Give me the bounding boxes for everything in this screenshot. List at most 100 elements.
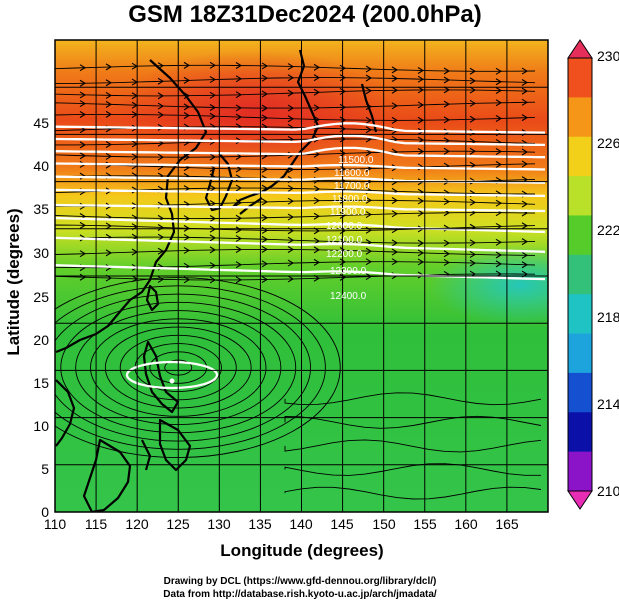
streamline-arrow: [105, 79, 113, 87]
streamline-arrow: [313, 74, 321, 82]
streamline-arrow: [521, 67, 529, 75]
streamline-arrow: [313, 237, 321, 245]
credit-data: Data from http://database.rish.kyoto-u.a…: [163, 589, 437, 600]
anticyclone-center: [169, 378, 175, 384]
streamline-arrow: [287, 89, 295, 97]
streamline-arrow: [105, 222, 113, 230]
streamline-arrow: [365, 211, 373, 219]
streamline-arrow: [261, 104, 269, 112]
streamline-arrow: [417, 239, 425, 247]
streamline-arrow: [235, 199, 243, 207]
streamline-arrow: [391, 248, 399, 256]
streamline-arrow: [365, 87, 373, 95]
streamline-arrow: [469, 86, 477, 94]
streamline-arrow: [521, 114, 529, 122]
y-axis-label: Latitude (degrees): [4, 208, 23, 355]
streamline-arrow: [495, 251, 503, 259]
streamline-arrow: [105, 110, 113, 118]
streamline-arrow: [157, 233, 165, 241]
streamline-arrow: [339, 273, 347, 281]
streamline-arrow: [287, 275, 295, 283]
streamline-arrow: [339, 74, 347, 82]
streamline-arrow: [261, 235, 269, 243]
plot-area: [55, 40, 548, 512]
streamline-arrow: [235, 246, 243, 253]
colorbar-bottom-arrow: [567, 490, 593, 510]
streamline-arrow: [157, 275, 165, 283]
streamline-arrow: [443, 86, 451, 94]
contour-label: 11700.0: [334, 181, 370, 192]
streamline-arrow: [443, 198, 451, 206]
streamline-arrow: [495, 115, 503, 122]
streamline-arrow: [287, 197, 295, 205]
streamline-arrow: [209, 153, 217, 161]
streamline-arrow: [521, 79, 529, 86]
streamline-arrow: [79, 250, 87, 258]
streamline-arrow: [183, 76, 191, 84]
streamline-arrow: [495, 148, 503, 155]
streamline: [55, 64, 536, 72]
streamline-arrow: [521, 200, 529, 208]
contour-label: 12200.0: [326, 249, 363, 260]
streamline-arrow: [339, 103, 347, 111]
streamline-arrow: [391, 66, 399, 74]
streamline-arrow: [313, 165, 321, 173]
streamline-arrow: [261, 198, 269, 206]
streamline-arrow: [183, 103, 191, 111]
colorbar-segment: [568, 58, 592, 98]
streamline-arrow: [391, 197, 399, 204]
streamline-arrow: [391, 258, 399, 266]
streamline-arrow: [469, 250, 477, 258]
streamline-arrow: [365, 226, 373, 234]
streamline-arrow: [209, 112, 217, 120]
streamline-arrow: [235, 261, 243, 269]
colorbar-segment: [568, 294, 592, 335]
streamline-arrow: [391, 102, 399, 110]
streamline-arrow: [339, 258, 347, 266]
colorbar-segment: [568, 97, 592, 138]
streamline-arrow: [521, 160, 529, 168]
streamline-arrow: [521, 251, 529, 259]
streamline-arrow: [391, 210, 399, 218]
contour-label: 11800.0: [332, 194, 368, 205]
streamline-arrow: [105, 141, 113, 148]
streamline-arrow: [443, 116, 451, 124]
streamline: [55, 101, 536, 109]
coastline-indochina: [55, 379, 76, 447]
cool-patch: [430, 245, 548, 325]
streamline: [55, 236, 536, 244]
streamline-arrow: [235, 226, 243, 234]
contour-label: 12000.0: [326, 221, 363, 232]
x-tick-label: 160: [454, 516, 478, 532]
colorbar-segment: [568, 136, 592, 177]
streamline: [284, 439, 542, 453]
streamline-arrow: [365, 273, 373, 281]
contour-label: 12300.0: [330, 266, 367, 277]
streamline-arrow: [391, 239, 399, 247]
streamline-arrow: [339, 64, 347, 72]
streamline-arrow: [417, 116, 425, 124]
streamline-arrow: [105, 91, 113, 99]
streamline-arrow: [443, 258, 451, 266]
streamline-arrow: [235, 113, 243, 121]
coastline-japan: [231, 49, 320, 215]
y-tick-label: 10: [33, 418, 49, 434]
colorbar-tick-label: 218: [597, 309, 619, 325]
colorbar-tick-label: 226: [597, 135, 619, 151]
streamline-arrow: [521, 87, 529, 95]
streamline-arrow: [365, 196, 373, 204]
coastline-borneo: [82, 438, 132, 512]
streamline-arrow: [235, 214, 243, 222]
y-tick-label: 45: [33, 115, 49, 131]
streamline-arrow: [313, 258, 321, 266]
plot-frame: [54, 39, 549, 513]
streamline-arrow: [417, 75, 425, 83]
streamline-arrow: [209, 184, 217, 192]
streamline-arrow: [417, 136, 425, 144]
streamline-arrow: [417, 249, 425, 257]
streamline-arrow: [261, 74, 269, 82]
colorbar-body: [568, 58, 592, 492]
x-tick-label: 165: [495, 516, 519, 532]
colorbar-segment: [568, 412, 592, 453]
streamline-arrow: [339, 116, 347, 124]
